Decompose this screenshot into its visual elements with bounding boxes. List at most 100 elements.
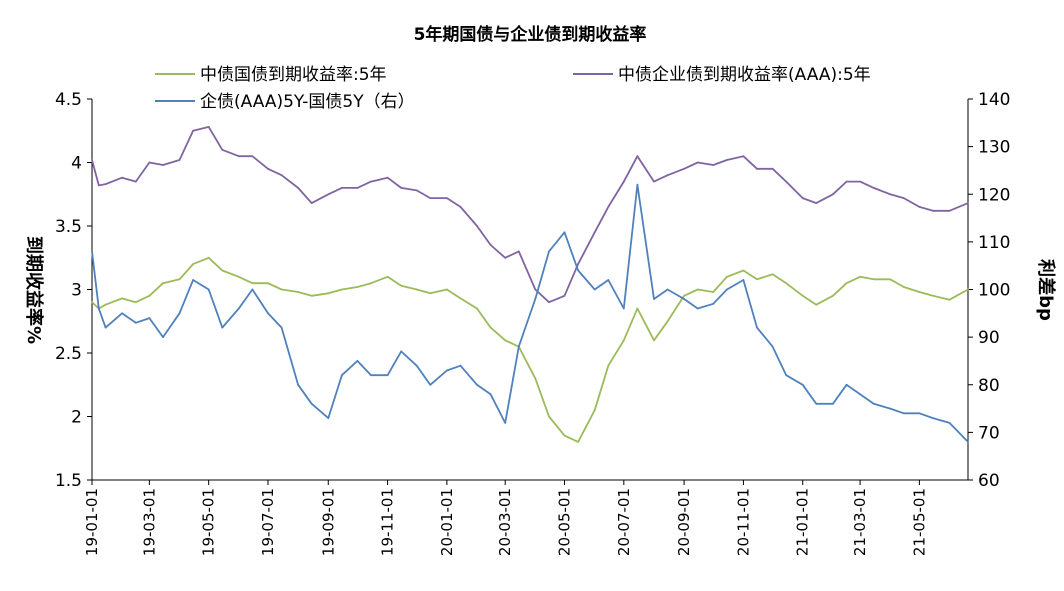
point-corp-yield (148, 161, 151, 164)
point-govt-yield (91, 301, 93, 304)
point-govt-yield (577, 441, 579, 443)
point-corp-yield (785, 180, 788, 183)
point-corp-yield (918, 206, 921, 208)
point-govt-yield (967, 288, 969, 291)
point-corp-yield (207, 126, 210, 128)
point-spread (370, 374, 372, 377)
point-corp-yield (192, 129, 195, 132)
point-govt-yield (207, 256, 210, 259)
point-govt-yield (356, 286, 359, 288)
x-tick-label: 21-01-01 (794, 488, 812, 556)
legend-label-corp: 中债企业债到期收益率(AAA):5年 (618, 65, 871, 85)
point-spread (221, 326, 224, 329)
point-spread (563, 231, 566, 234)
point-corp-yield (948, 209, 951, 212)
point-corp-yield (832, 193, 834, 196)
point-corp-yield (386, 176, 389, 179)
point-govt-yield (666, 320, 669, 323)
point-corp-yield (967, 202, 969, 205)
point-govt-yield (476, 307, 478, 310)
point-corp-yield (415, 189, 418, 192)
point-govt-yield (815, 303, 818, 306)
x-tick-label: 21-03-01 (851, 488, 869, 556)
point-spread (459, 364, 462, 367)
point-spread (178, 312, 181, 315)
point-govt-yield (872, 278, 875, 281)
point-corp-yield (683, 167, 685, 170)
point-spread (832, 402, 834, 405)
series-line-govt-yield (91, 256, 969, 443)
point-govt-yield (948, 298, 951, 301)
point-govt-yield (801, 294, 804, 297)
point-corp-yield (429, 197, 432, 200)
point-corp-yield (889, 193, 892, 196)
point-corp-yield (267, 167, 269, 170)
y-axis-label-right: 利差bp (1035, 259, 1057, 321)
point-spread (504, 422, 507, 424)
point-spread (192, 279, 195, 281)
left-tick-label: 3.5 (55, 217, 82, 237)
x-tick-label: 20-07-01 (615, 488, 633, 556)
legend-item-govt: 中债国债到期收益率:5年 (155, 65, 387, 85)
point-corp-yield (636, 155, 639, 158)
x-tick-label: 19-01-01 (83, 488, 101, 556)
point-govt-yield (832, 294, 834, 297)
chart-title: 5年期国债与企业债到期收益率 (414, 24, 647, 45)
point-spread (666, 288, 669, 291)
point-corp-yield (400, 187, 403, 189)
legend-label-govt: 中债国债到期收益率:5年 (200, 65, 387, 85)
point-govt-yield (696, 288, 699, 291)
point-govt-yield (653, 339, 655, 342)
point-govt-yield (489, 326, 492, 329)
left-axis-ticks: 4.5 4 3.5 3 2.5 2 1.5 (55, 90, 92, 491)
series-line-govt-yield-points (91, 256, 969, 443)
point-corp-yield (771, 167, 774, 170)
point-govt-yield (400, 284, 403, 287)
point-corp-yield (517, 250, 520, 253)
point-govt-yield (785, 282, 788, 285)
point-govt-yield (622, 339, 625, 342)
point-spread (489, 393, 492, 396)
point-corp-yield (297, 187, 299, 189)
point-corp-yield (134, 180, 137, 183)
point-govt-yield (859, 275, 861, 278)
point-govt-yield (237, 275, 240, 278)
point-govt-yield (771, 273, 774, 276)
point-spread (726, 288, 728, 291)
point-spread (593, 288, 596, 291)
point-corp-yield (902, 197, 905, 200)
point-govt-yield (845, 282, 848, 285)
point-spread (815, 402, 818, 405)
point-spread (446, 369, 448, 372)
point-spread (97, 307, 100, 310)
point-govt-yield (310, 294, 313, 297)
point-govt-yield (683, 294, 685, 297)
point-govt-yield (607, 364, 610, 367)
point-corp-yield (712, 164, 715, 166)
point-corp-yield (666, 174, 669, 177)
point-corp-yield (622, 180, 625, 183)
point-corp-yield (872, 187, 875, 189)
point-spread (251, 288, 254, 291)
point-corp-yield (221, 148, 224, 151)
series-line-spread (91, 183, 969, 443)
point-spread (932, 417, 934, 419)
legend-item-corp: 中债企业债到期收益率(AAA):5年 (573, 65, 871, 85)
x-tick-label: 21-05-01 (910, 488, 928, 556)
point-spread (237, 307, 240, 310)
point-spread (712, 302, 715, 305)
point-corp-yield (310, 202, 313, 205)
point-corp-yield (341, 187, 343, 189)
point-corp-yield (563, 294, 566, 297)
x-tick-label: 19-05-01 (200, 488, 218, 556)
point-govt-yield (251, 282, 254, 285)
right-axis-ticks: 140 130 120 110 100 90 80 70 60 (968, 90, 1010, 491)
point-spread (607, 279, 610, 281)
series-layer (91, 126, 969, 443)
point-govt-yield (636, 307, 639, 310)
legend-item-spread: 企债(AAA)5Y-国债5Y（右） (155, 92, 415, 112)
point-spread (162, 336, 164, 338)
point-govt-yield (932, 294, 934, 297)
x-tick-label: 19-03-01 (140, 488, 158, 556)
